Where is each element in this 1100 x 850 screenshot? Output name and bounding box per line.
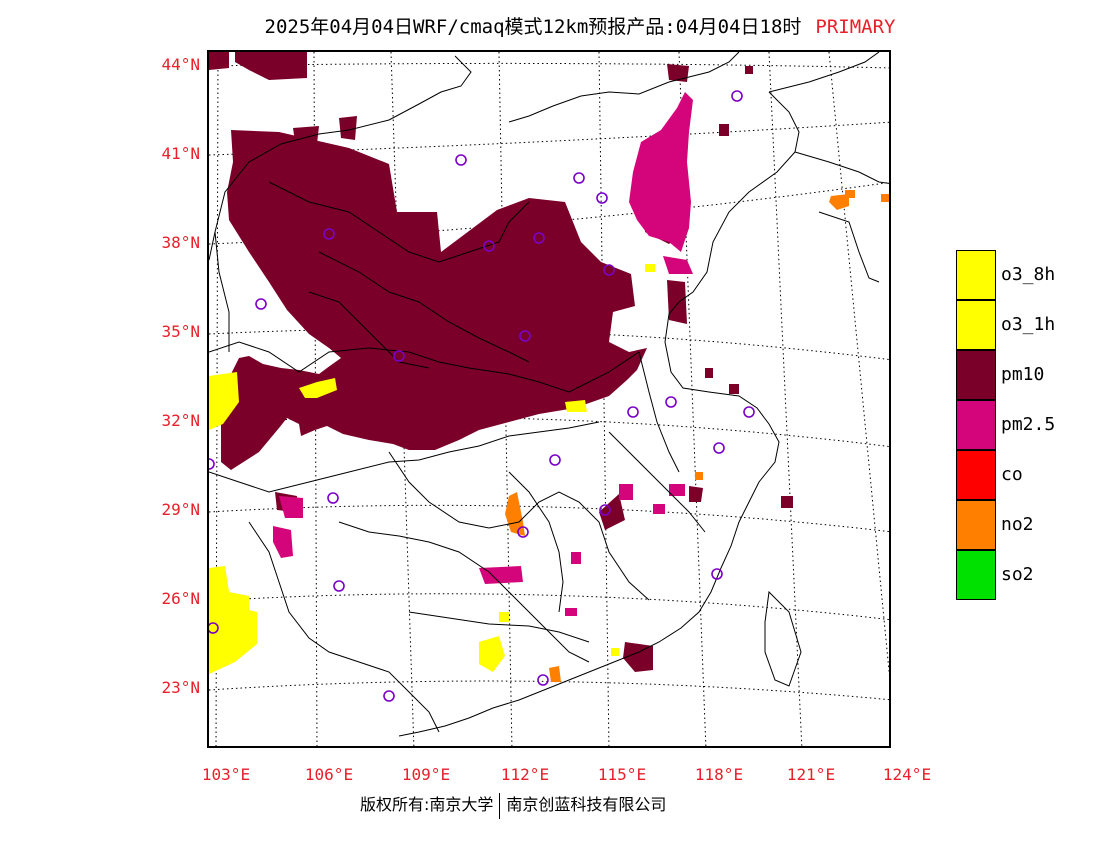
legend-label: no2 <box>1001 514 1034 535</box>
legend-swatch <box>956 350 996 400</box>
lat-label-44: 44°N <box>161 55 200 74</box>
legend-label: pm2.5 <box>1001 414 1056 435</box>
lon-label-121: 121°E <box>786 765 836 784</box>
legend-label: o3_1h <box>1001 314 1056 335</box>
legend-swatch <box>956 300 996 350</box>
lat-label-38: 38°N <box>161 233 200 252</box>
lat-label-32: 32°N <box>161 411 200 430</box>
station-markers <box>209 90 755 702</box>
lon-label-109: 109°E <box>401 765 451 784</box>
copyright-footer: 版权所有:南京大学 南京创蓝科技有限公司 <box>360 791 666 819</box>
copyright-right: 南京创蓝科技有限公司 <box>506 795 667 814</box>
lat-label-26: 26°N <box>161 589 200 608</box>
pm25-area <box>273 92 693 616</box>
legend-swatch <box>956 550 996 600</box>
legend-label: co <box>1001 464 1023 485</box>
no2-area <box>505 190 889 682</box>
legend-swatch <box>956 400 996 450</box>
map-frame[interactable] <box>207 50 891 748</box>
footer-divider <box>499 792 501 819</box>
o3-area <box>209 264 655 674</box>
lon-label-103: 103°E <box>201 765 251 784</box>
legend-label: o3_8h <box>1001 264 1056 285</box>
lon-label-106: 106°E <box>304 765 354 784</box>
legend-swatch <box>956 250 996 300</box>
borders <box>209 52 889 737</box>
legend-label: pm10 <box>1001 364 1045 385</box>
legend-swatch <box>956 500 996 550</box>
title-text: 2025年04月04日WRF/cmaq模式12km预报产品:04月04日18时 <box>264 16 802 38</box>
lon-label-112: 112°E <box>500 765 550 784</box>
legend-label: so2 <box>1001 564 1034 585</box>
pollutant-tag: PRIMARY <box>815 16 896 38</box>
lat-label-41: 41°N <box>161 144 200 163</box>
copyright-left: 版权所有:南京大学 <box>360 795 494 814</box>
lat-label-35: 35°N <box>161 322 200 341</box>
lat-label-23: 23°N <box>161 678 200 697</box>
map-title: 2025年04月04日WRF/cmaq模式12km预报产品:04月04日18时 P… <box>0 12 1100 39</box>
lon-label-124: 124°E <box>882 765 932 784</box>
legend-swatch <box>956 450 996 500</box>
lon-label-118: 118°E <box>694 765 744 784</box>
lon-label-115: 115°E <box>597 765 647 784</box>
map-canvas <box>209 52 889 746</box>
lat-label-29: 29°N <box>161 500 200 519</box>
